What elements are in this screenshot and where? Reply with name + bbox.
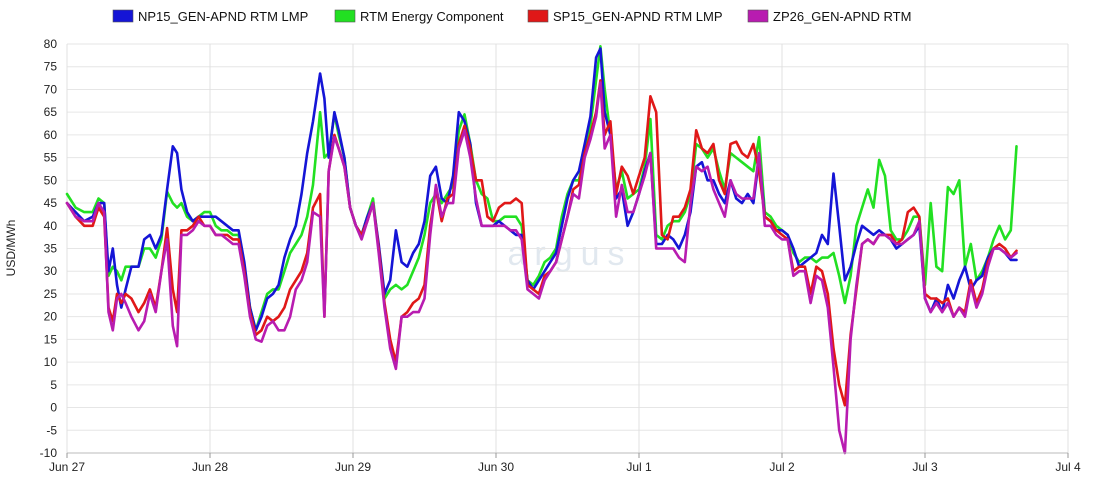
- y-tick-label: 60: [44, 128, 58, 142]
- x-tick-label: Jul 3: [912, 460, 938, 474]
- y-tick-label: 70: [44, 82, 58, 96]
- legend-label: ZP26_GEN-APND RTM: [773, 9, 911, 24]
- x-tick-label: Jun 29: [335, 460, 371, 474]
- y-tick-label: 20: [44, 310, 58, 324]
- legend-swatch: [112, 9, 134, 23]
- x-tick-label: Jun 30: [478, 460, 514, 474]
- y-tick-label: 35: [44, 242, 58, 256]
- y-tick-label: 40: [44, 219, 58, 233]
- y-tick-label: -5: [46, 423, 57, 437]
- y-tick-label: 0: [50, 401, 57, 415]
- y-tick-label: 80: [44, 37, 58, 51]
- series-line-0: [65, 47, 1018, 332]
- series-line-3: [65, 81, 1018, 455]
- y-tick-label: -10: [40, 446, 58, 460]
- legend-label: NP15_GEN-APND RTM LMP: [138, 9, 308, 24]
- y-tick-label: 5: [50, 378, 57, 392]
- legend-swatch: [334, 9, 356, 23]
- legend-swatch: [527, 9, 549, 23]
- legend-item[interactable]: SP15_GEN-APND RTM LMP: [527, 9, 723, 24]
- legend-swatch: [747, 9, 769, 23]
- y-tick-label: 25: [44, 287, 58, 301]
- chart-grid: [66, 43, 1069, 454]
- y-tick-label: 45: [44, 196, 58, 210]
- y-tick-label: 65: [44, 105, 58, 119]
- y-tick-label: 50: [44, 173, 58, 187]
- x-tick-label: Jul 4: [1055, 460, 1081, 474]
- y-tick-label: 55: [44, 151, 58, 165]
- legend-item[interactable]: RTM Energy Component: [334, 9, 504, 24]
- legend-item[interactable]: NP15_GEN-APND RTM LMP: [112, 9, 308, 24]
- legend-label: SP15_GEN-APND RTM LMP: [553, 9, 723, 24]
- y-tick-label: 75: [44, 60, 58, 74]
- y-tick-label: 30: [44, 264, 58, 278]
- y-tick-label: 15: [44, 332, 58, 346]
- legend-label: RTM Energy Component: [360, 9, 504, 24]
- y-axis-label: USD/MWh: [4, 220, 18, 277]
- chart-legend: NP15_GEN-APND RTM LMP RTM Energy Componen…: [112, 9, 911, 24]
- chart-axes: -10 -5 0 5 10 15 20 25 30 35 40 45 50 55 60 65 70 75 80 Jun…: [40, 37, 1081, 474]
- series-lines: [65, 45, 1018, 455]
- y-tick-label: 10: [44, 355, 58, 369]
- x-tick-label: Jul 1: [626, 460, 652, 474]
- legend-item[interactable]: ZP26_GEN-APND RTM: [747, 9, 911, 24]
- x-tick-label: Jul 2: [769, 460, 795, 474]
- x-tick-label: Jun 28: [192, 460, 228, 474]
- x-tick-label: Jun 27: [49, 460, 85, 474]
- series-line-1: [65, 45, 1018, 332]
